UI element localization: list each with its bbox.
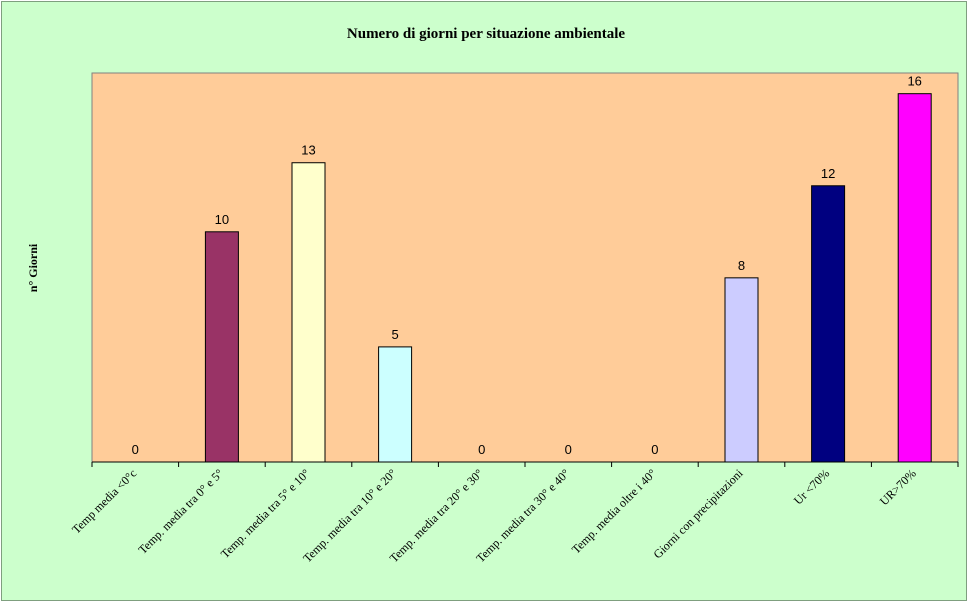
data-label: 12 <box>821 166 835 181</box>
x-tick-label: Temp. media tra 5° e 10° <box>218 466 313 561</box>
x-ticks-group <box>91 462 959 467</box>
bars-group <box>204 93 932 463</box>
bar <box>724 277 759 463</box>
data-label: 0 <box>565 442 572 457</box>
y-axis-label: n° Giorni <box>26 243 40 292</box>
bar <box>811 185 846 463</box>
data-label: 5 <box>391 327 398 342</box>
data-label: 0 <box>478 442 485 457</box>
data-label: 8 <box>738 258 745 273</box>
data-label: 0 <box>651 442 658 457</box>
data-label: 16 <box>907 74 921 89</box>
x-tick-label: Temp. media tra 20° e 30° <box>387 466 486 565</box>
data-label: 13 <box>301 143 315 158</box>
x-tick-label: Temp. media oltre i 40° <box>569 466 659 556</box>
data-labels-group: 0 10 13 5 0 0 0 8 12 16 <box>132 74 922 457</box>
chart-title: Numero di giorni per situazione ambienta… <box>347 26 626 42</box>
data-label: 10 <box>215 212 229 227</box>
x-tick-label: Giorni con precipitazioni <box>650 466 746 562</box>
bar <box>378 346 413 463</box>
x-tick-label: Temp. media tra 10° e 20° <box>300 466 399 565</box>
bar <box>897 93 932 463</box>
bar <box>291 162 326 463</box>
x-tick-label: Temp media <0°c <box>69 466 139 536</box>
x-tick-label: Temp. media tra 0° e 5° <box>135 466 226 557</box>
x-tick-label: Ur <70% <box>791 466 832 507</box>
bar <box>204 231 239 463</box>
data-label: 0 <box>132 442 139 457</box>
x-tick-label: UR>70% <box>877 466 919 508</box>
x-tick-label: Temp. media tra 30° e 40° <box>473 466 572 565</box>
